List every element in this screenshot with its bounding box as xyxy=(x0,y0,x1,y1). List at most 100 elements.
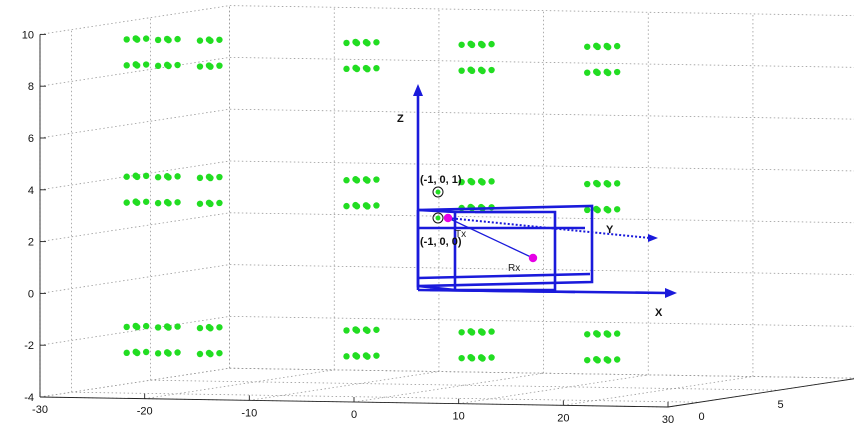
data-point xyxy=(468,67,476,75)
data-point xyxy=(488,66,495,74)
data-point xyxy=(594,181,601,188)
data-point xyxy=(468,329,476,336)
point-b-label: (-1, 0, 0) xyxy=(420,236,462,248)
data-point xyxy=(174,349,181,356)
grid-line-x-floor xyxy=(563,376,753,406)
data-point xyxy=(364,203,371,210)
data-point xyxy=(154,174,162,181)
grid-line-y-floor xyxy=(71,391,700,403)
data-point xyxy=(216,324,223,331)
data-point xyxy=(584,43,591,50)
data-point xyxy=(373,64,380,72)
data-point xyxy=(207,63,214,70)
grid-line-x-floor xyxy=(39,367,230,398)
data-point xyxy=(216,199,223,207)
x-tick-label: -30 xyxy=(32,404,48,416)
data-point xyxy=(373,326,380,333)
data-point xyxy=(364,40,371,47)
data-point xyxy=(133,62,141,69)
data-point xyxy=(604,357,612,364)
data-point xyxy=(594,43,601,51)
grid-line-z xyxy=(39,108,854,139)
data-point xyxy=(373,39,380,46)
data-point xyxy=(458,354,465,362)
point-b-dot xyxy=(435,215,441,221)
x-tick-label: 10 xyxy=(453,411,465,423)
z-tick-label: 2 xyxy=(28,237,34,249)
data-point xyxy=(133,173,141,181)
y-tick-label: 5 xyxy=(778,399,784,411)
grid-line-z xyxy=(39,315,854,346)
box-edge xyxy=(417,208,456,214)
data-point xyxy=(123,199,130,206)
data-point xyxy=(174,173,181,180)
data-point xyxy=(479,329,486,336)
grid-line-z xyxy=(39,56,854,87)
data-point xyxy=(343,65,350,73)
tx-label: Tx xyxy=(455,229,466,240)
point-cloud xyxy=(123,35,621,364)
data-point xyxy=(133,199,141,206)
data-point xyxy=(458,41,465,48)
data-point xyxy=(154,36,162,44)
data-point xyxy=(613,180,621,187)
x-tick-label: 0 xyxy=(351,409,357,421)
grid-line-z xyxy=(39,5,854,35)
data-point xyxy=(196,350,204,358)
z-tick-label: 4 xyxy=(28,185,34,197)
y-axis-label: Y xyxy=(606,224,614,236)
data-point xyxy=(353,177,361,184)
data-point xyxy=(165,62,172,70)
data-point xyxy=(604,207,612,214)
data-point xyxy=(142,198,150,205)
data-point xyxy=(123,173,130,180)
data-point xyxy=(488,354,495,361)
grid-line-x-floor xyxy=(249,371,439,401)
data-point xyxy=(133,36,141,43)
data-point xyxy=(594,69,601,77)
data-point xyxy=(613,356,621,363)
data-point xyxy=(133,323,141,331)
data-point xyxy=(343,39,350,47)
x-tick-label: 20 xyxy=(557,412,569,424)
data-point xyxy=(353,327,361,334)
data-point xyxy=(604,43,612,51)
data-point xyxy=(584,69,591,76)
y-axis-arrow xyxy=(447,217,651,239)
data-point xyxy=(488,328,495,335)
data-point xyxy=(196,200,204,207)
z-tick-label: 8 xyxy=(28,81,34,93)
data-point xyxy=(458,67,465,74)
z-tick-label: 10 xyxy=(22,29,34,41)
tx-marker xyxy=(443,213,453,223)
point-a-marker xyxy=(432,186,444,198)
y-axis-arrowhead xyxy=(648,234,658,242)
x-axis-label: X xyxy=(655,307,663,319)
grid-line-x-floor xyxy=(458,374,649,405)
data-point xyxy=(216,173,223,181)
data-point xyxy=(174,323,181,330)
z-tick-label: -4 xyxy=(24,392,34,404)
data-point xyxy=(343,177,350,184)
grid-line-x-floor xyxy=(353,372,544,403)
data-point xyxy=(468,179,476,186)
coordinate-axes xyxy=(413,84,677,298)
tx-rx-ray xyxy=(447,217,534,259)
data-point xyxy=(373,202,380,209)
data-point xyxy=(594,331,601,338)
grid-line-z xyxy=(39,367,854,398)
data-point xyxy=(353,203,361,210)
data-point xyxy=(343,353,350,360)
data-point xyxy=(373,352,380,359)
data-point xyxy=(584,206,591,214)
data-point xyxy=(154,324,162,331)
data-point xyxy=(142,172,150,180)
grid xyxy=(39,5,854,408)
data-point xyxy=(216,36,223,43)
data-point xyxy=(343,202,350,210)
x-axis-arrow xyxy=(417,288,669,295)
data-point xyxy=(613,206,621,213)
z-axis-label: Z xyxy=(397,113,404,125)
data-point xyxy=(604,331,612,338)
data-point xyxy=(479,355,486,362)
